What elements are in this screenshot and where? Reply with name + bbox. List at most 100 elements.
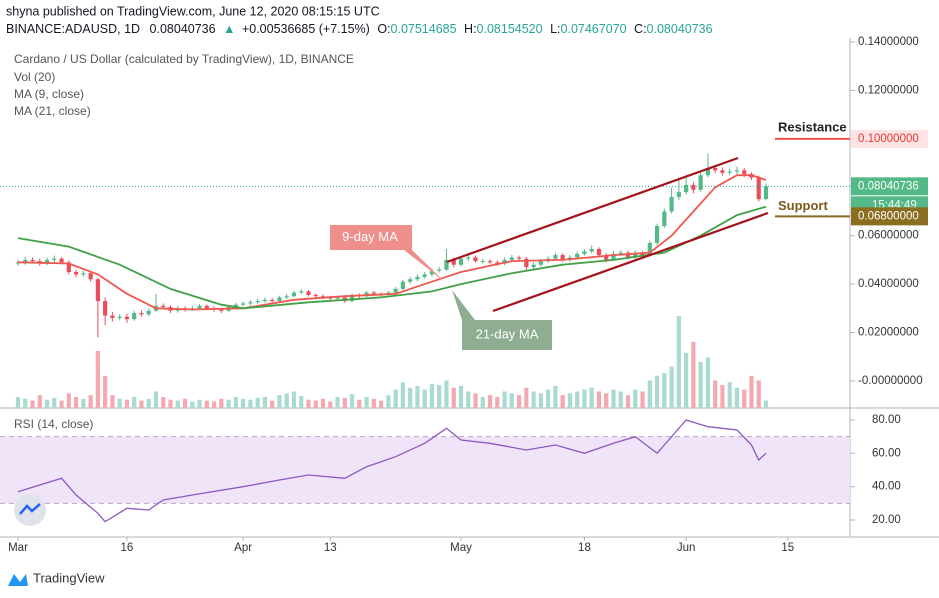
candle-body <box>320 296 326 298</box>
volume-bar <box>103 375 108 408</box>
callout-9-day-text: 9-day MA <box>342 229 398 244</box>
candle-body <box>88 273 93 280</box>
candle-body <box>487 261 493 263</box>
candle-body <box>451 259 456 265</box>
volume-bar <box>349 394 355 408</box>
volume-bar <box>756 380 761 408</box>
published: shyna published on TradingView.com, June… <box>6 4 380 18</box>
candle-body <box>596 249 602 256</box>
volume-bar <box>705 357 711 408</box>
rsi-tick-label: 60.00 <box>872 447 901 459</box>
volume-bar <box>175 400 180 408</box>
level-name: Support <box>778 198 828 213</box>
level-name: Resistance <box>778 119 847 134</box>
x-tick-label: 13 <box>324 542 337 554</box>
candle-body <box>422 274 427 277</box>
x-tick-label: Jun <box>677 542 696 554</box>
candle-body <box>604 255 609 260</box>
volume-bar <box>357 399 362 408</box>
candle-body <box>516 257 522 259</box>
volume-bar <box>168 399 173 408</box>
candle-body <box>132 313 137 320</box>
volume-bar <box>575 391 580 408</box>
candle-body <box>313 294 318 297</box>
logo-badge-icon <box>19 503 41 515</box>
callout-21-day <box>452 290 552 350</box>
candle-body <box>95 279 100 302</box>
candle-body <box>415 276 420 280</box>
volume-bar <box>335 396 340 408</box>
moving-average <box>17 205 767 310</box>
volume-bar <box>204 400 209 408</box>
candle-body <box>335 297 340 299</box>
last-price-box <box>851 177 928 196</box>
y-tick-label: 0.06000000 <box>858 230 919 242</box>
change: +0.00536685 (+7.15%) <box>242 22 370 36</box>
volume-bar <box>422 389 427 408</box>
candle-body <box>720 170 725 173</box>
volume-bar <box>52 397 57 408</box>
volume-bar <box>364 396 369 408</box>
volume-bar <box>117 398 122 408</box>
volume-bar <box>466 391 471 408</box>
x-tick-label: Mar <box>8 542 28 554</box>
volume-bar <box>371 398 376 408</box>
candle-body <box>291 292 297 297</box>
last: 0.08040736 <box>150 22 216 36</box>
candle-body <box>408 279 413 282</box>
candle-body <box>582 251 587 254</box>
candle-body <box>662 211 667 227</box>
up-arrow: ▲ <box>223 22 235 36</box>
candle-body <box>531 264 536 268</box>
level-label: 0.06800000 <box>858 210 919 222</box>
candle-body <box>560 255 565 260</box>
candle-body <box>611 253 616 260</box>
volume-bar <box>625 395 631 408</box>
volume-bar <box>190 401 195 408</box>
volume-bar <box>640 391 645 408</box>
callout-21-day-text: 21-day MA <box>476 326 539 341</box>
candle-body <box>66 262 71 273</box>
volume-bar <box>524 387 529 408</box>
candle-body <box>480 261 485 263</box>
o-label: O: <box>377 22 390 36</box>
volume-bar <box>255 397 260 408</box>
volume-bar <box>284 393 289 408</box>
candle-body <box>277 297 282 302</box>
last-price-label: 0.08040736 <box>858 180 919 192</box>
rsi-tick-label: 20.00 <box>872 514 901 526</box>
moving-average <box>17 174 767 311</box>
level-box <box>851 129 928 148</box>
volume-bar <box>262 396 268 408</box>
volume-legend: Vol (20) <box>14 70 55 84</box>
volume-bar <box>219 398 224 408</box>
volume-bar <box>567 393 573 408</box>
candle-body <box>676 192 681 197</box>
x-tick-label: Apr <box>234 542 252 554</box>
footer: TradingView <box>8 570 105 586</box>
volume-bar <box>727 382 732 408</box>
y-tick-label: 0.04000000 <box>858 278 919 290</box>
candle-body <box>691 184 696 190</box>
chart-title: Cardano / US Dollar (calculated by Tradi… <box>14 52 354 66</box>
volume-bar <box>320 398 326 408</box>
volume-bar <box>233 396 238 408</box>
l-value: 0.07467070 <box>561 22 627 36</box>
candle-body <box>538 261 543 265</box>
candle-body <box>59 258 64 263</box>
volume-bar <box>153 391 159 408</box>
volume-bar <box>647 380 652 408</box>
volume-bar <box>742 389 747 408</box>
volume-bar <box>182 398 188 408</box>
volume-bar <box>444 380 449 408</box>
candle-body <box>241 303 246 305</box>
candle-body <box>444 259 449 270</box>
x-tick-label: May <box>450 542 472 554</box>
volume-bar <box>44 399 50 408</box>
volume-bar <box>473 393 478 408</box>
volume-bar <box>23 398 28 408</box>
c-value: 0.08040736 <box>647 22 713 36</box>
volume-bar <box>502 391 507 408</box>
volume-bar <box>306 399 311 408</box>
